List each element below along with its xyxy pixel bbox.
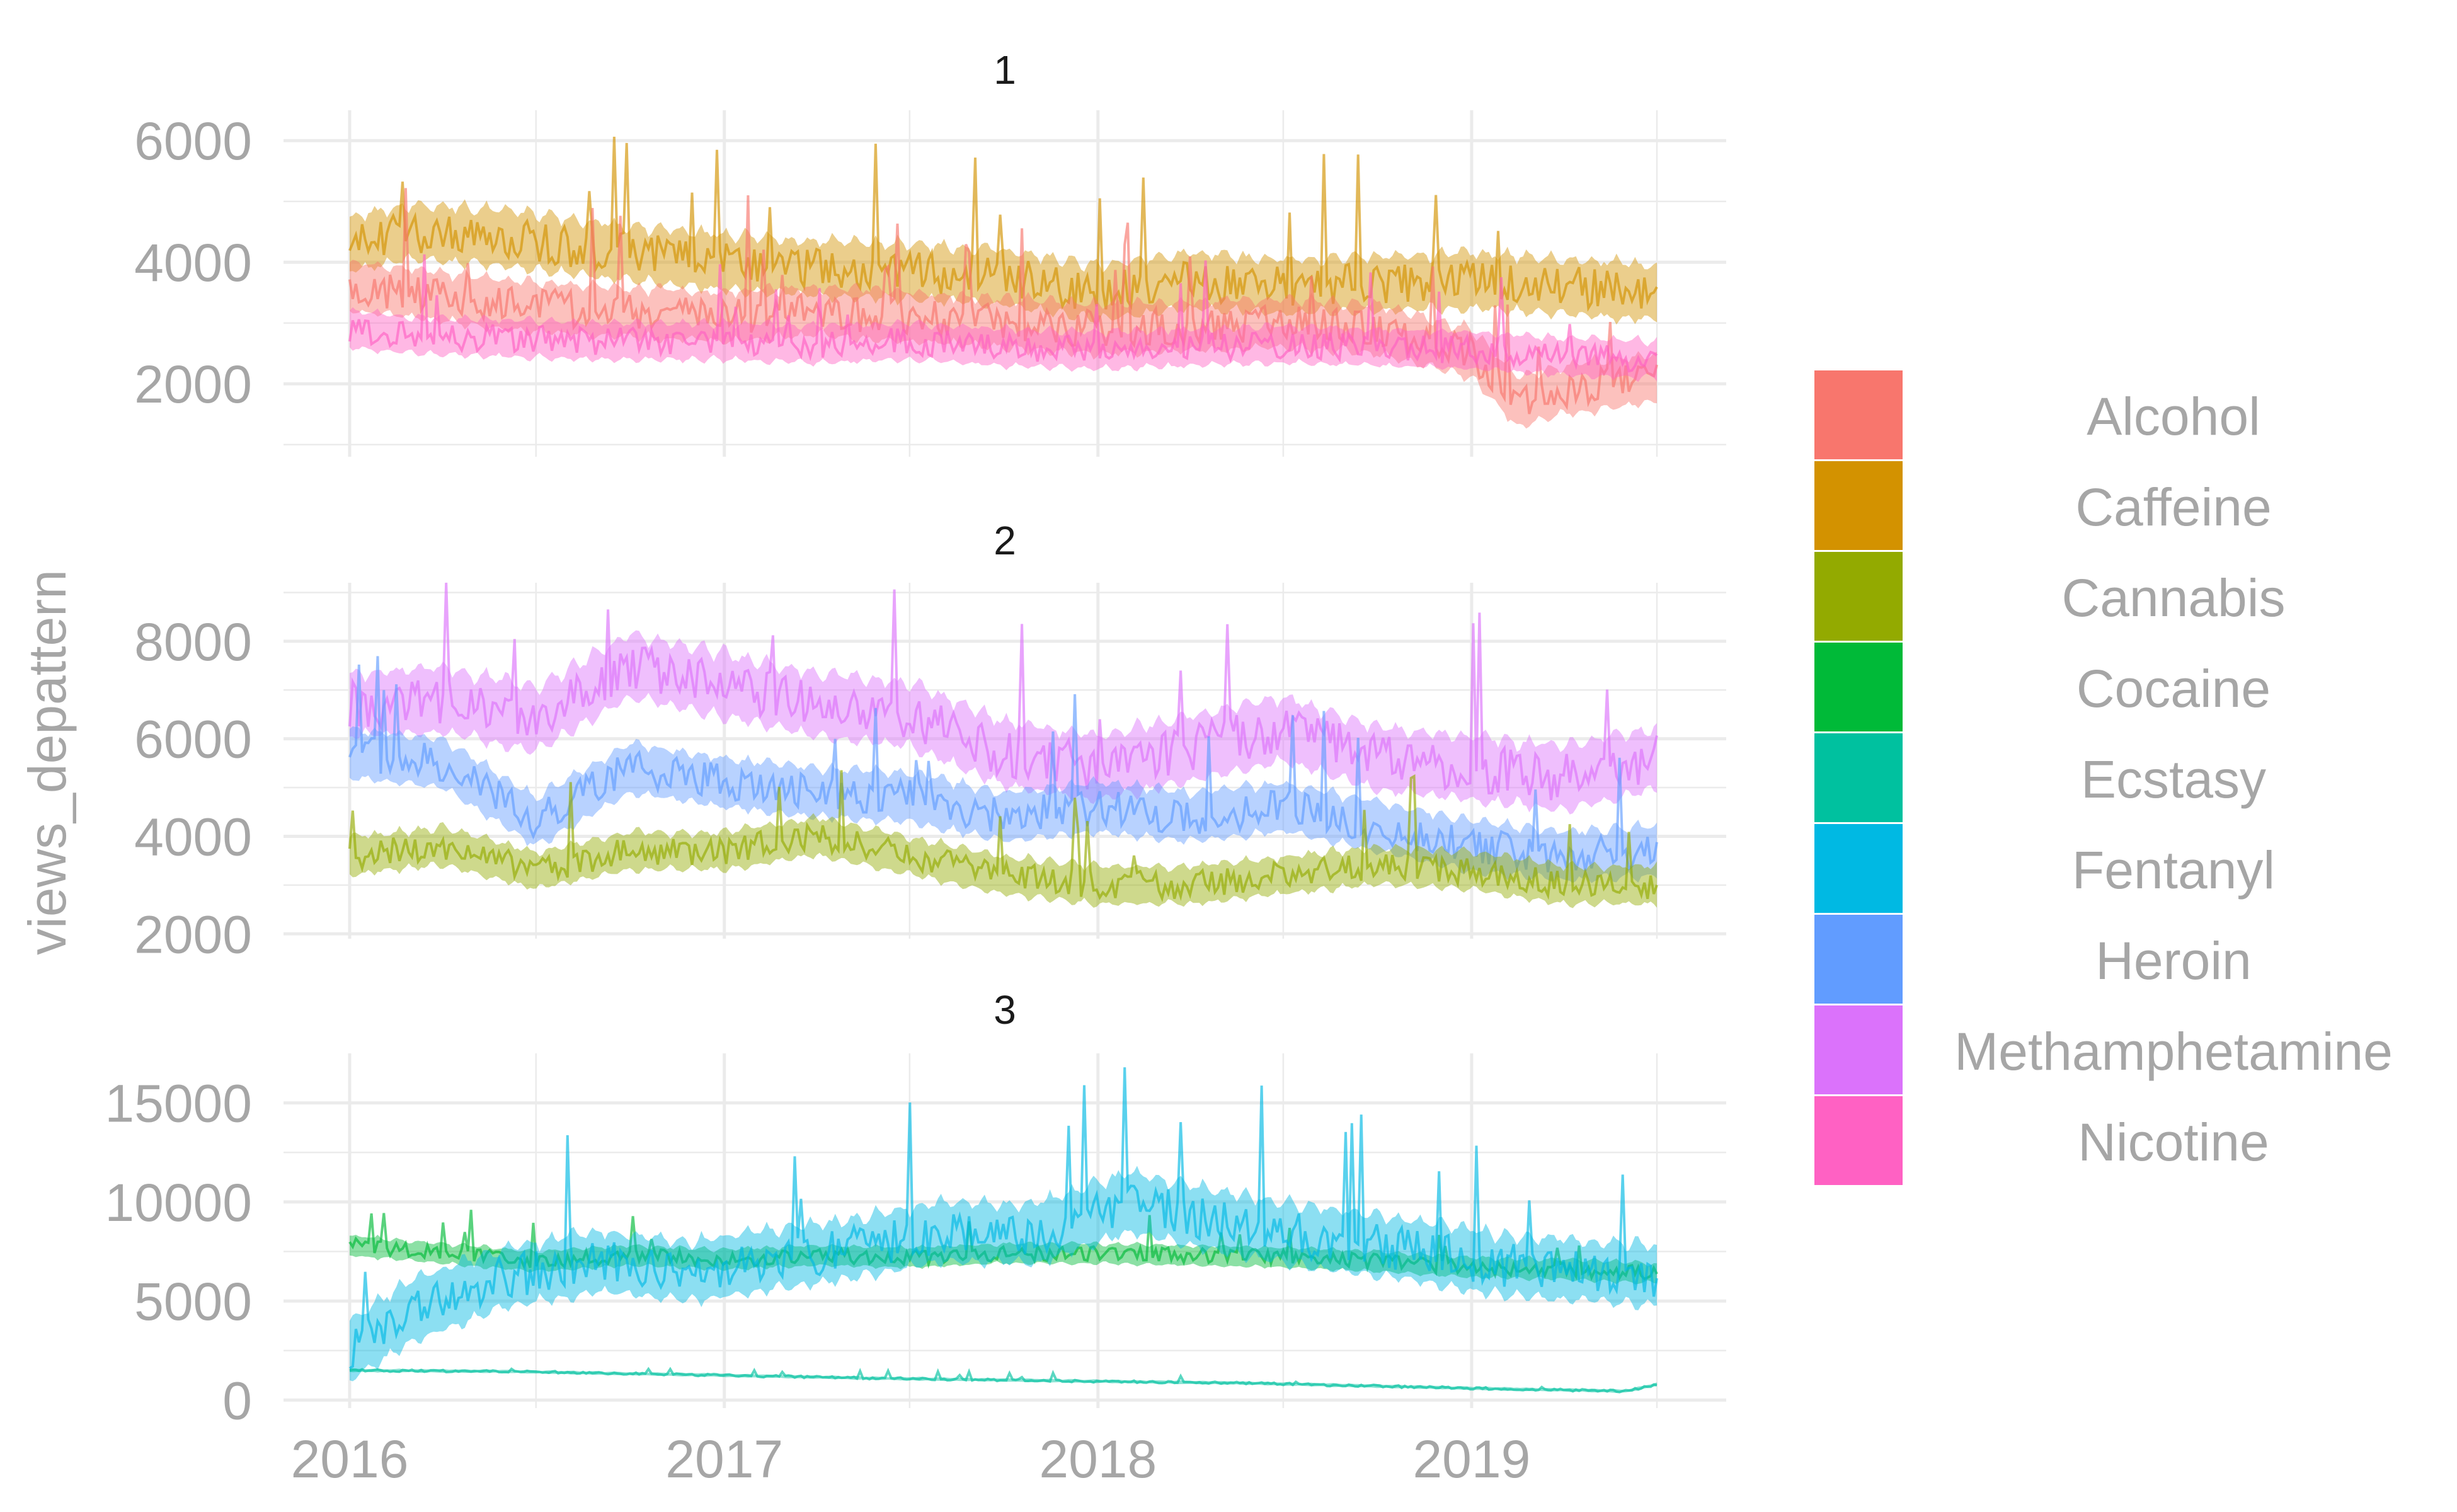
y-tick-label: 4000 [134,807,252,866]
legend-label-methamphetamine: Methamphetamine [1954,1022,2393,1081]
legend-label-cannabis: Cannabis [2062,568,2286,627]
legend-key-caffeine [1814,461,1903,550]
legend: Alcohol Caffeine Cannabis Cocaine Ecstasy Fen… [1814,370,2393,1185]
x-tick-label: 2019 [1412,1429,1530,1489]
y-tick-label: 0 [222,1371,252,1430]
facet-strip-label: 1 [994,47,1016,93]
legend-key-nicotine [1814,1096,1903,1185]
legend-key-methamphetamine [1814,1005,1903,1094]
series-fentanyl [348,1067,1658,1382]
series-ecstasy [349,1366,1658,1394]
line-ecstasy [349,1366,1658,1394]
y-tick-label: 4000 [134,233,252,292]
x-tick-label: 2017 [665,1429,783,1489]
line-heroin [348,656,1658,873]
legend-label-ecstasy: Ecstasy [2081,750,2266,809]
series-methamphetamine [348,582,1658,815]
facet-strip-label: 3 [994,987,1016,1033]
legend-label-nicotine: Nicotine [2078,1113,2269,1172]
line-nicotine [348,254,1658,373]
y-axis-title: views_depattern [18,570,77,955]
legend-label-alcohol: Alcohol [2087,387,2260,446]
y-tick-label: 10000 [105,1173,252,1232]
y-tick-label: 5000 [134,1272,252,1331]
line-caffeine [348,136,1658,312]
y-tick-label: 15000 [105,1074,252,1133]
series-nicotine [348,254,1658,382]
y-tick-label: 6000 [134,112,252,171]
line-methamphetamine [348,582,1658,801]
legend-key-fentanyl [1814,824,1903,913]
line-cannabis [348,770,1658,903]
series-cocaine [348,1210,1658,1285]
series-layer [348,136,1658,1394]
legend-label-heroin: Heroin [2095,931,2251,990]
facet-strip-label: 2 [994,518,1016,563]
ribbon-cocaine [350,1234,1657,1285]
legend-label-fentanyl: Fentanyl [2072,840,2275,900]
x-tick-label: 2018 [1039,1429,1157,1489]
ribbon-fentanyl [350,1166,1657,1382]
ribbon-heroin [350,726,1657,883]
legend-key-cannabis [1814,552,1903,641]
legend-key-heroin [1814,915,1903,1004]
y-tick-label: 2000 [134,905,252,964]
legend-key-alcohol [1814,370,1903,459]
legend-key-cocaine [1814,643,1903,731]
series-heroin [348,656,1658,883]
series-cannabis [348,770,1658,908]
legend-key-ecstasy [1814,733,1903,822]
legend-label-caffeine: Caffeine [2075,478,2271,537]
y-tick-label: 2000 [134,355,252,414]
y-tick-label: 6000 [134,710,252,769]
line-cocaine [348,1210,1658,1281]
label-layer: 2000 4000 6000 1 2000 4000 6000 8000 2 0 5000 10000… [105,47,1530,1489]
series-caffeine [348,136,1658,325]
line-fentanyl [348,1067,1658,1370]
y-tick-label: 8000 [134,612,252,672]
legend-label-cocaine: Cocaine [2076,659,2271,718]
x-tick-label: 2016 [291,1429,409,1489]
